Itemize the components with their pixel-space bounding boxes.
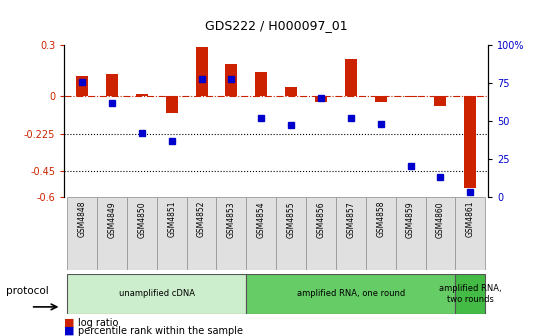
Bar xyxy=(464,96,477,188)
Text: amplified RNA, one round: amplified RNA, one round xyxy=(297,290,405,298)
Bar xyxy=(426,197,455,270)
Bar xyxy=(195,47,208,96)
Bar xyxy=(285,87,297,96)
Text: amplified RNA,
two rounds: amplified RNA, two rounds xyxy=(439,284,502,304)
Bar xyxy=(186,197,217,270)
Bar xyxy=(225,64,237,96)
Bar xyxy=(166,96,177,113)
Text: GSM4855: GSM4855 xyxy=(287,201,296,238)
Text: GSM4861: GSM4861 xyxy=(466,201,475,238)
Text: ■: ■ xyxy=(64,326,75,336)
Bar xyxy=(405,96,417,97)
Text: GSM4857: GSM4857 xyxy=(347,201,355,238)
Bar xyxy=(315,96,327,102)
Bar xyxy=(97,197,127,270)
Text: GSM4851: GSM4851 xyxy=(167,201,176,238)
Bar xyxy=(396,197,426,270)
Bar xyxy=(217,197,246,270)
Bar xyxy=(366,197,396,270)
Bar xyxy=(455,274,485,314)
Text: GSM4848: GSM4848 xyxy=(78,201,86,238)
Text: unamplified cDNA: unamplified cDNA xyxy=(119,290,195,298)
Bar xyxy=(336,197,366,270)
Bar xyxy=(106,74,118,96)
Bar xyxy=(306,197,336,270)
Bar xyxy=(455,197,485,270)
Bar xyxy=(127,197,157,270)
Bar xyxy=(345,59,357,96)
Bar xyxy=(256,72,267,96)
Text: percentile rank within the sample: percentile rank within the sample xyxy=(78,326,243,336)
Bar xyxy=(435,96,446,106)
Bar xyxy=(276,197,306,270)
Bar xyxy=(67,274,246,314)
Text: log ratio: log ratio xyxy=(78,318,118,328)
Text: GSM4859: GSM4859 xyxy=(406,201,415,238)
Bar xyxy=(76,76,88,96)
Text: GSM4849: GSM4849 xyxy=(108,201,117,238)
Text: GSM4858: GSM4858 xyxy=(376,201,385,238)
Text: protocol: protocol xyxy=(6,286,49,296)
Text: GSM4852: GSM4852 xyxy=(197,201,206,238)
Text: GSM4853: GSM4853 xyxy=(227,201,236,238)
Bar xyxy=(67,197,97,270)
Text: GSM4850: GSM4850 xyxy=(137,201,146,238)
Text: GSM4854: GSM4854 xyxy=(257,201,266,238)
Bar xyxy=(375,96,387,102)
Text: ■: ■ xyxy=(64,318,75,328)
Text: GSM4860: GSM4860 xyxy=(436,201,445,238)
Text: GDS222 / H000097_01: GDS222 / H000097_01 xyxy=(205,19,348,32)
Bar xyxy=(157,197,186,270)
Text: GSM4856: GSM4856 xyxy=(316,201,325,238)
Bar xyxy=(246,197,276,270)
Bar xyxy=(246,274,455,314)
Bar xyxy=(136,94,148,96)
